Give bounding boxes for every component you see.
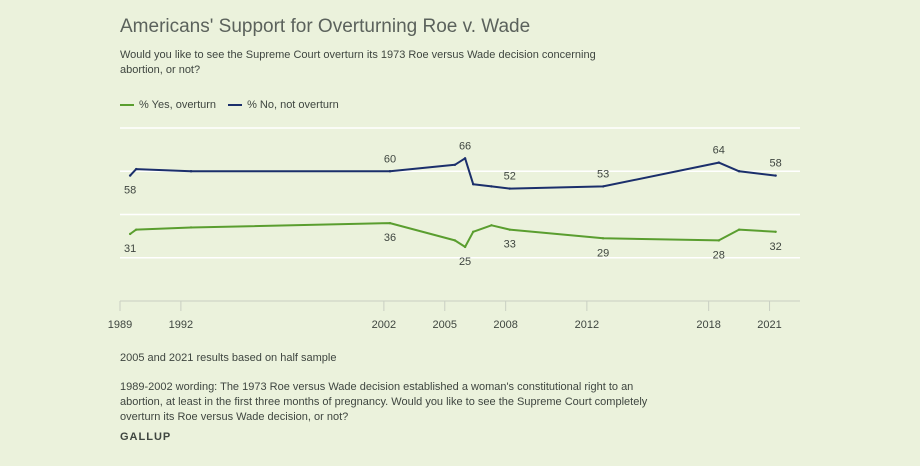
data-point-no (463, 157, 467, 160)
half-sample-note: 2005 and 2021 results based on half samp… (120, 352, 337, 364)
chart-title: Americans' Support for Overturning Roe v… (120, 16, 531, 37)
x-tick-label: 2002 (372, 319, 396, 331)
data-label-yes: 33 (504, 239, 516, 251)
x-tick-label: 1992 (169, 319, 193, 331)
data-point-yes (717, 239, 721, 242)
data-label-yes: 28 (713, 249, 725, 261)
data-point-no (189, 170, 193, 173)
x-tick-label: 2018 (696, 319, 720, 331)
data-point-no (737, 170, 741, 173)
data-point-no (388, 170, 392, 173)
data-point-yes (490, 224, 493, 227)
data-label-yes: 36 (384, 232, 396, 244)
data-label-no: 53 (597, 168, 609, 180)
legend-swatch-no (228, 104, 243, 106)
data-point-yes (135, 228, 138, 231)
legend-item-no: % No, not overturn (228, 99, 339, 111)
data-point-yes (471, 230, 475, 233)
data-label-yes: 29 (597, 247, 609, 259)
data-point-yes (774, 230, 777, 233)
data-point-no (471, 183, 475, 186)
data-point-no (128, 174, 132, 177)
wording-note: 1989-2002 wording: The 1973 Roe versus W… (120, 381, 648, 423)
x-tick-label: 2008 (493, 319, 517, 331)
data-point-no (490, 185, 493, 188)
data-label-no: 64 (713, 145, 725, 157)
data-label-yes: 25 (459, 256, 471, 268)
legend-item-yes: % Yes, overturn (120, 99, 216, 111)
data-point-yes (388, 221, 392, 225)
series-line-no (129, 157, 776, 190)
gallup-logo: GALLUP (120, 431, 172, 443)
data-label-no: 60 (384, 153, 396, 165)
data-point-no (453, 163, 457, 166)
series-line-yes (129, 222, 776, 248)
data-point-yes (453, 239, 457, 242)
data-label-no: 58 (770, 158, 782, 170)
data-point-no (135, 167, 138, 171)
data-point-no (508, 187, 511, 190)
x-tick-label: 2005 (433, 319, 457, 331)
x-tick-label: 2021 (757, 319, 781, 331)
data-point-yes (737, 228, 741, 231)
legend-label-yes: % Yes, overturn (139, 99, 217, 111)
data-point-yes (463, 245, 467, 249)
data-point-yes (508, 228, 511, 231)
legend-swatch-yes (120, 104, 134, 106)
data-label-no: 58 (124, 185, 136, 197)
x-tick-label: 1989 (108, 319, 132, 331)
legend: % Yes, overturn % No, not overturn (120, 99, 339, 111)
data-label-no: 66 (459, 140, 471, 152)
data-point-no (774, 174, 777, 177)
data-point-yes (601, 237, 605, 240)
x-tick-label: 2012 (575, 319, 599, 331)
legend-label-no: % No, not overturn (247, 99, 339, 111)
data-point-no (601, 185, 605, 188)
data-label-no: 52 (504, 171, 516, 183)
chart-subtitle: Would you like to see the Supreme Court … (120, 49, 596, 76)
data-label-yes: 32 (770, 241, 782, 253)
data-point-no (717, 161, 721, 164)
data-point-yes (128, 232, 132, 236)
data-label-yes: 31 (124, 243, 136, 255)
data-point-yes (189, 226, 193, 229)
